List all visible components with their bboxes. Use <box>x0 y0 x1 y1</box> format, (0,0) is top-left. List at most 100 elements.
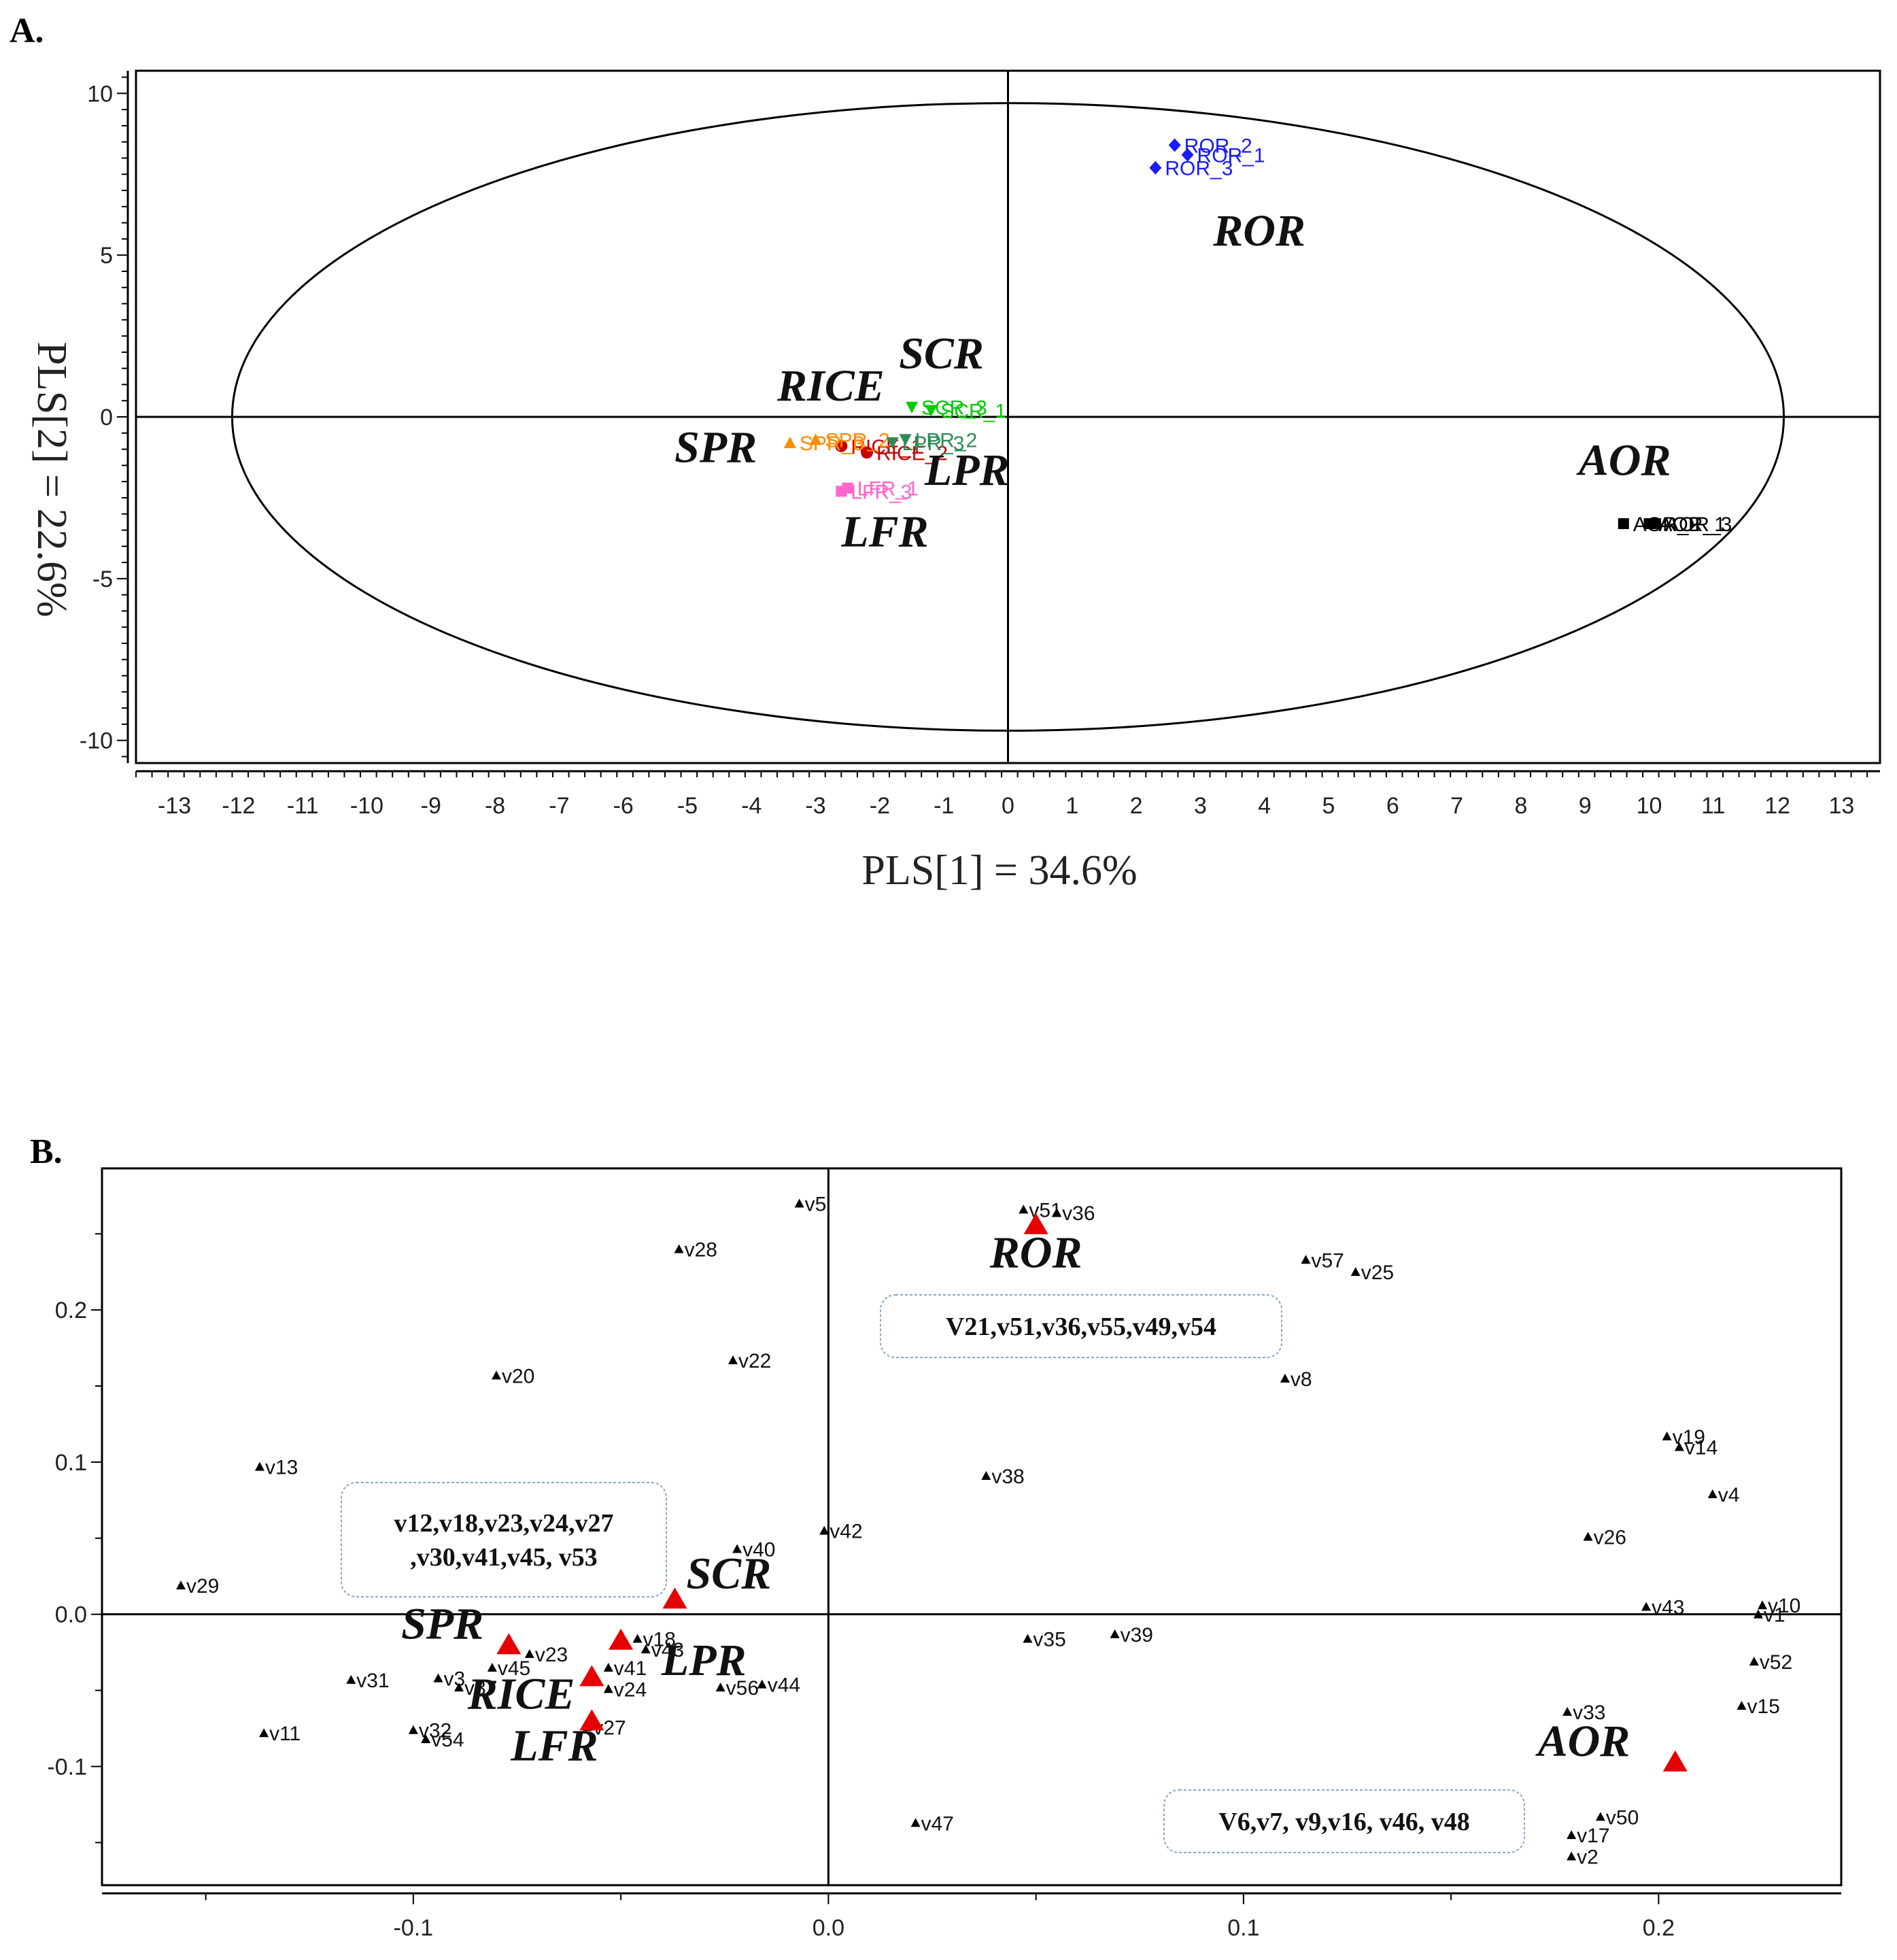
data-point <box>835 439 848 452</box>
annotation-box: V6,v7, v9,v16, v46, v48 <box>1163 1789 1525 1853</box>
variable-point: v57 <box>1301 1249 1344 1272</box>
data-point <box>842 482 853 494</box>
variable-label: v43 <box>651 1639 684 1661</box>
variable-label: v52 <box>1760 1651 1792 1674</box>
data-point <box>899 434 912 446</box>
variable-point: v25 <box>1350 1262 1394 1284</box>
x-tick-label: -9 <box>421 793 441 819</box>
variable-marker <box>346 1674 356 1684</box>
variable-point: v14 <box>1674 1437 1717 1459</box>
group-label-lpr: LPR <box>924 445 1010 495</box>
variable-point: v19 <box>1662 1426 1705 1449</box>
variable-point: v26 <box>1583 1527 1626 1549</box>
group-label-rice: RICE <box>776 361 885 411</box>
variable-marker <box>674 1244 684 1253</box>
variable-point: v24 <box>603 1678 647 1701</box>
group-label-scr: SCR <box>899 329 984 379</box>
variable-label: v56 <box>726 1677 759 1700</box>
variable-marker <box>1707 1489 1717 1498</box>
variable-point: v36 <box>1052 1202 1095 1225</box>
variable-marker <box>421 1734 431 1744</box>
variable-point: v2 <box>1567 1846 1599 1868</box>
variable-marker <box>715 1683 725 1692</box>
variable-label: v28 <box>685 1239 717 1262</box>
x-tick-label: -12 <box>222 793 255 819</box>
data-point <box>783 437 796 449</box>
variable-marker <box>640 1644 651 1654</box>
group-label: LPR <box>661 1636 747 1685</box>
data-point-label: LFR_1 <box>857 478 919 501</box>
variable-label: v13 <box>265 1457 298 1479</box>
variable-marker <box>1641 1602 1652 1611</box>
annotation-box: v12,v18,v23,v24,v27 ,v30,v41,v45, v53 <box>341 1482 667 1598</box>
pls-loading-plot: -0.1 0.0 0.1 0.2 -0.1 0.0 0.1 0.2 V21,v51,v36,… <box>47 1167 1843 1941</box>
variable-point: v18 <box>632 1628 676 1651</box>
data-point <box>861 446 874 459</box>
data-point <box>1149 160 1162 175</box>
group-marker <box>662 1587 687 1609</box>
x-tick-label: 0.1 <box>1227 1915 1259 1941</box>
variable-point: v41 <box>603 1657 647 1680</box>
x-tick-label: 2 <box>1130 793 1143 819</box>
group-marker <box>496 1633 522 1655</box>
x-tick-label: 3 <box>1194 793 1207 819</box>
variable-point: v23 <box>524 1644 568 1666</box>
variable-marker <box>491 1370 501 1380</box>
x-tick-label: 9 <box>1579 793 1592 819</box>
variable-marker <box>254 1461 264 1471</box>
variable-label: v20 <box>502 1365 534 1387</box>
variable-marker <box>1110 1629 1120 1638</box>
variable-point: v47 <box>910 1812 954 1835</box>
variable-label: v43 <box>1652 1596 1684 1619</box>
group-lpr: LPR <box>609 1628 747 1685</box>
x-tick-label: -2 <box>870 793 890 819</box>
variable-marker <box>1562 1706 1573 1716</box>
variable-point: v15 <box>1737 1695 1780 1718</box>
variable-marker <box>1758 1600 1768 1610</box>
y-tick-label: 0 <box>100 405 113 430</box>
variable-point: v40 <box>732 1538 775 1561</box>
variable-label: v2 <box>1577 1846 1599 1868</box>
variable-marker <box>1567 1851 1577 1861</box>
variable-marker <box>487 1662 497 1672</box>
data-point-label: ROR_2 <box>1184 135 1252 157</box>
x-tick-label: 12 <box>1764 793 1790 819</box>
annotation-frame <box>1163 1789 1525 1853</box>
y-tick-label: 0.1 <box>55 1450 87 1476</box>
group-label-spr: SPR <box>674 423 757 473</box>
group-label: RICE <box>467 1669 575 1719</box>
variable-marker <box>259 1728 269 1738</box>
variable-marker <box>408 1725 418 1734</box>
x-tick-label: 8 <box>1514 793 1527 819</box>
data-point <box>886 437 899 450</box>
variable-label: v39 <box>1121 1624 1153 1646</box>
variable-point: v22 <box>728 1350 771 1372</box>
variable-point: v56 <box>715 1677 759 1700</box>
y-tick-label: -10 <box>80 728 113 754</box>
data-point <box>1650 518 1661 529</box>
variable-label: v42 <box>830 1521 862 1543</box>
variable-marker <box>1019 1204 1029 1214</box>
variable-label: v18 <box>643 1628 676 1651</box>
annotation-text: V6,v7, v9,v16, v46, v48 <box>1218 1808 1469 1836</box>
group-marker <box>1662 1750 1688 1772</box>
variable-label: v57 <box>1311 1249 1344 1272</box>
group-marker <box>579 1709 604 1731</box>
y-tick-label: 5 <box>100 243 113 269</box>
x-axis: -0.1 0.0 0.1 0.2 <box>102 1892 1841 1941</box>
group-aor: AOR <box>1535 1717 1688 1772</box>
variable-point: v38 <box>981 1466 1025 1488</box>
variable-label: v24 <box>614 1678 647 1701</box>
x-tick-label: 0.2 <box>1643 1915 1675 1941</box>
y-tick-label: -5 <box>92 567 113 592</box>
pls-score-plot: -13 -12 -11 -10 -9 -8 -7 -6 -5 -4 -3 -2 -1 0 1 2 3 4 5 6 7 8 9… <box>29 69 1881 894</box>
data-point <box>809 433 822 445</box>
variable-label: v1 <box>1764 1604 1785 1627</box>
variable-point: v42 <box>819 1521 863 1543</box>
